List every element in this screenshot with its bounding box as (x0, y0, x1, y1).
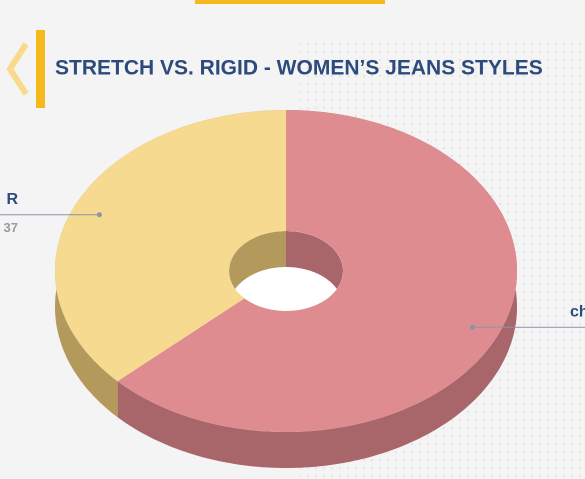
chart-title: STRETCH VS. RIGID - WOMEN’S JEANS STYLES (55, 57, 543, 80)
slice (55, 110, 286, 382)
plot: ch R 37 (0, 110, 585, 468)
top-accent (195, 0, 385, 4)
value-label: 37 (4, 220, 18, 235)
slice-inner-wall (244, 231, 343, 311)
leader-dot (470, 324, 476, 330)
leader-dot (96, 212, 102, 218)
category-label: R (6, 191, 18, 208)
title-accent (36, 30, 45, 108)
category-label: ch (570, 303, 585, 320)
slice-side (117, 110, 517, 468)
slice (117, 110, 517, 432)
chevron (6, 42, 29, 96)
